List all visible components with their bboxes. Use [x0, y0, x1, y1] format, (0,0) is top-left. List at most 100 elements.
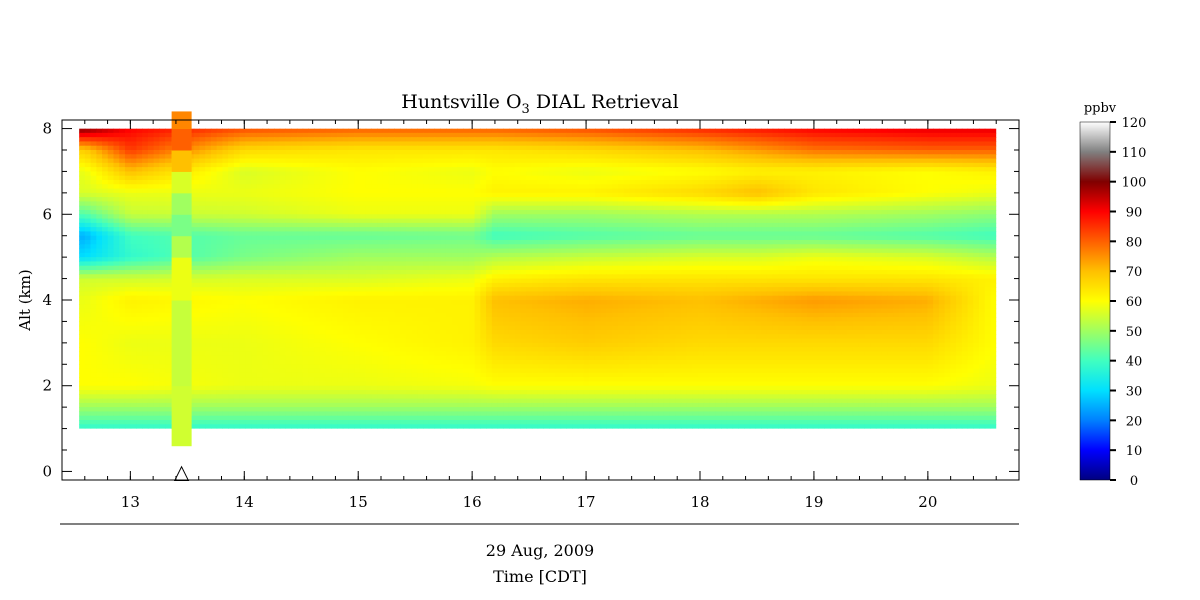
field-cell [554, 244, 562, 250]
field-cell [858, 180, 865, 185]
field-cell [818, 167, 825, 173]
field-cell [119, 180, 126, 185]
field-cell [526, 175, 533, 181]
field-cell [302, 171, 309, 177]
field-cell [778, 222, 785, 228]
field-cell [503, 180, 510, 185]
field-cell [744, 235, 751, 241]
field-cell [778, 137, 785, 143]
field-cell [124, 128, 132, 134]
field-cell [337, 257, 344, 263]
field-cell [589, 180, 596, 185]
field-cell [210, 244, 218, 250]
field-cell [480, 158, 487, 164]
field-cell [910, 248, 917, 254]
field-cell [365, 231, 373, 237]
field-cell [222, 205, 229, 211]
field-cell [881, 184, 888, 190]
field-cell [887, 188, 894, 194]
field-cell [560, 218, 567, 224]
field-cell [113, 197, 120, 203]
field-cell [623, 192, 630, 198]
field-cell [956, 210, 963, 215]
field-cell [893, 188, 900, 194]
field-cell [302, 252, 309, 258]
field-cell [726, 167, 734, 173]
field-cell [337, 235, 344, 241]
field-cell [400, 167, 407, 173]
field-cell [726, 154, 734, 160]
field-cell [915, 128, 923, 134]
field-cell [715, 132, 722, 138]
field-cell [950, 231, 957, 237]
field-cell [543, 244, 550, 250]
field-cell [245, 184, 252, 190]
field-cell [738, 167, 745, 173]
field-cell [251, 158, 258, 164]
field-cell [239, 192, 246, 198]
field-cell [520, 227, 527, 233]
field-cell [440, 154, 447, 160]
field-cell [90, 188, 97, 194]
field-cell [898, 231, 906, 237]
field-cell [296, 227, 304, 233]
field-cell [239, 235, 246, 241]
field-cell [165, 180, 172, 185]
field-cell [663, 141, 671, 147]
field-cell [210, 235, 218, 241]
field-cell [600, 205, 608, 211]
field-cell [474, 137, 481, 143]
field-cell [210, 154, 218, 160]
field-cell [749, 171, 757, 177]
field-cell [589, 192, 596, 198]
field-cell [486, 154, 493, 160]
field-cell [646, 162, 653, 168]
field-cell [915, 205, 923, 211]
field-cell [102, 141, 109, 147]
field-cell [784, 180, 791, 185]
field-cell [847, 257, 854, 263]
field-cell [652, 137, 659, 143]
field-cell [520, 205, 527, 211]
field-cell [692, 180, 699, 185]
field-cell [566, 167, 573, 173]
field-cell [841, 171, 848, 177]
field-cell [675, 180, 682, 185]
field-cell [961, 227, 969, 233]
field-cell [434, 167, 441, 173]
field-cell [79, 235, 86, 241]
field-cell [715, 227, 722, 233]
field-cell [566, 192, 573, 198]
field-cell [835, 128, 843, 134]
field-cell [818, 128, 825, 134]
field-cell [130, 222, 138, 228]
field-cell [709, 167, 716, 173]
field-cell [589, 205, 596, 211]
field-cell [950, 128, 957, 134]
field-cell [984, 257, 992, 263]
field-cell [508, 240, 516, 245]
field-cell [445, 154, 453, 160]
field-cell [554, 192, 562, 198]
field-cell [486, 218, 493, 224]
field-cell [933, 227, 940, 233]
field-cell [566, 210, 573, 215]
field-cell [279, 171, 287, 177]
field-cell [898, 141, 906, 147]
field-cell [251, 248, 258, 254]
field-cell [210, 227, 218, 233]
field-cell [331, 128, 338, 134]
field-cell [79, 154, 86, 160]
chart-title-subscript: 3 [522, 102, 530, 117]
field-cell [451, 214, 458, 220]
field-cell [812, 244, 820, 250]
field-cell [594, 227, 602, 233]
field-cell [279, 150, 287, 155]
field-cell [113, 231, 120, 237]
field-cell [732, 141, 739, 147]
field-cell [829, 175, 837, 181]
field-cell [159, 214, 166, 220]
field-cell [761, 150, 768, 155]
field-cell [296, 184, 304, 190]
field-cell [944, 235, 951, 241]
